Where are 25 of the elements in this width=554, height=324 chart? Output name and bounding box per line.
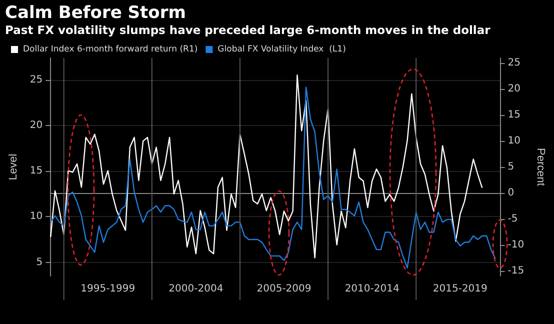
x-tick-label: 2015-2019 [432, 284, 488, 294]
y2-tick-label: -5 [508, 213, 518, 224]
y2-tick-label: 10 [508, 136, 520, 147]
chart-subtitle: Past FX volatility slumps have preceded large 6-month moves in the dollar [5, 23, 490, 37]
y2-tick-label: 20 [508, 84, 520, 95]
y2-tick-label: -15 [508, 265, 524, 276]
x-tick-label: 2010-2014 [344, 284, 400, 294]
x-tick-label: 2000-2004 [168, 284, 224, 294]
y2-tick-label: 25 [508, 58, 520, 69]
legend-label: Dollar Index 6-month forward return (R1) [23, 44, 198, 54]
y2-tick-label: -10 [508, 239, 524, 250]
legend-label: Global FX Volatility Index (L1) [218, 44, 346, 54]
y-tick-label: 10 [30, 211, 43, 222]
chart-title: Calm Before Storm [5, 3, 186, 23]
y2-axis-title: Percent [534, 148, 546, 186]
x-tick-label: 2005-2009 [256, 284, 312, 294]
y2-tick-label: 5 [508, 162, 514, 172]
x-tick-label: 1995-1999 [80, 284, 136, 294]
y-tick-label: 5 [36, 256, 43, 268]
y-axis-title: Level [8, 154, 20, 180]
y2-tick-label: 15 [508, 110, 520, 121]
y-tick-label: 15 [30, 166, 43, 177]
y-tick-label: 25 [30, 74, 43, 86]
y-tick-label: 20 [30, 120, 43, 131]
y2-tick-label: 0 [508, 187, 514, 198]
